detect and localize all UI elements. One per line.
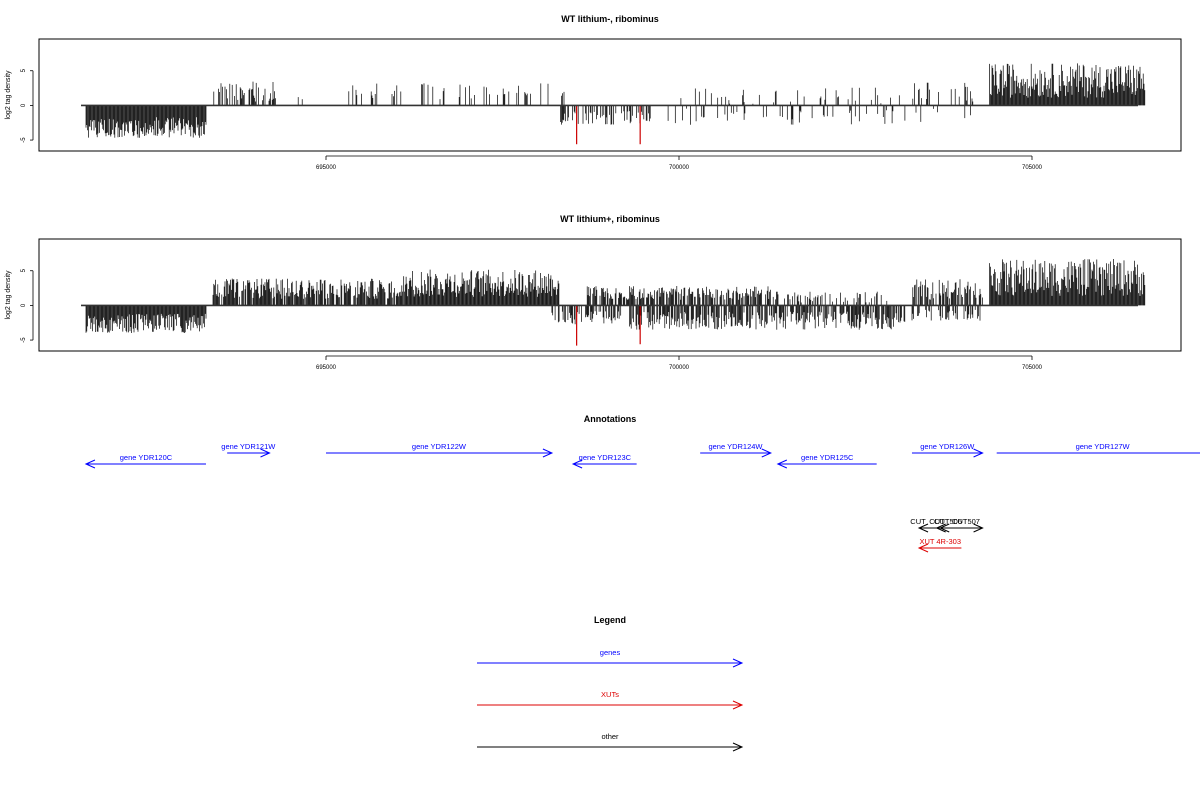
legend-label: XUTs <box>601 690 619 699</box>
gene-label: gene YDR123C <box>579 453 632 462</box>
signal-bars <box>81 259 1146 346</box>
legend-label: genes <box>600 648 621 657</box>
y-axis-label: log2 tag density <box>5 270 12 320</box>
y-axis: -5 0 5 <box>21 268 34 343</box>
y-tick-label: 5 <box>21 68 27 72</box>
gene-label: gene YDR121W <box>221 442 276 451</box>
other-arrow-head <box>935 523 946 533</box>
other-arrow-head <box>973 523 984 533</box>
other-label: CUT <box>910 517 926 526</box>
gene-label: gene YDR127W <box>1076 442 1131 451</box>
gene-label: gene YDR124W <box>708 442 763 451</box>
legend-arrow-head <box>732 658 744 668</box>
x-axis: 695000 700000 705000 <box>316 155 1043 171</box>
gene-label: gene YDR120C <box>120 453 173 462</box>
y-tick-label: 5 <box>21 268 27 272</box>
gene-label: gene YDR125C <box>801 453 854 462</box>
gene-arrow-head <box>973 448 984 458</box>
signal-bars <box>81 63 1146 145</box>
x-tick-label: 700000 <box>669 165 690 171</box>
legend-title: Legend <box>594 615 626 625</box>
gene-arrow-head <box>571 459 583 469</box>
x-tick-label: 705000 <box>1022 165 1043 171</box>
legend-label: other <box>601 732 619 741</box>
track-panel-lithium-plus: WT lithium+, ribominus log2 tag density … <box>5 214 1182 371</box>
gene-label: gene YDR126W <box>920 442 975 451</box>
y-axis-label: log2 tag density <box>5 70 12 120</box>
x-tick-label: 705000 <box>1022 365 1043 371</box>
x-tick-label: 700000 <box>669 365 690 371</box>
track-panel-lithium-minus: WT lithium-, ribominus log2 tag density … <box>5 14 1182 171</box>
other-label: CUT506 <box>934 517 962 526</box>
gene-arrow-head <box>84 459 96 469</box>
other-label: CUT507 <box>952 517 980 526</box>
other-arrow-head <box>917 523 929 533</box>
other-label: CUT <box>929 517 945 526</box>
plot-frame <box>38 38 1182 152</box>
legend-arrow-head <box>732 700 744 710</box>
x-tick-label: 695000 <box>316 365 337 371</box>
y-tick-label: 0 <box>21 303 27 307</box>
legend-entries: genes XUTs other <box>477 648 744 752</box>
x-axis: 695000 700000 705000 <box>316 355 1043 371</box>
gene-arrow-head <box>761 448 773 458</box>
annotation-features: gene YDR120C gene YDR121W gene YDR122W gene… <box>84 442 1200 553</box>
plot-frame <box>38 238 1182 352</box>
gene-arrow-head <box>542 448 554 458</box>
legend: Legend genes XUTs other <box>477 615 744 752</box>
other-arrow-head <box>938 523 950 533</box>
y-tick-label: -5 <box>21 337 27 343</box>
panel-title: WT lithium+, ribominus <box>560 214 660 224</box>
y-axis: -5 0 5 <box>21 68 34 143</box>
legend-arrow-head <box>732 742 744 752</box>
y-tick-label: 0 <box>21 103 27 107</box>
panel-title: WT lithium-, ribominus <box>561 14 659 24</box>
annotations-title: Annotations <box>584 414 637 424</box>
x-tick-label: 695000 <box>316 165 337 171</box>
gene-label: gene YDR122W <box>412 442 467 451</box>
gene-arrow-head <box>776 459 788 469</box>
y-tick-label: -5 <box>21 137 27 143</box>
xut-label: XUT 4R-303 <box>919 537 961 546</box>
xut-arrow-head <box>917 543 929 553</box>
gene-arrow-head <box>260 448 271 458</box>
